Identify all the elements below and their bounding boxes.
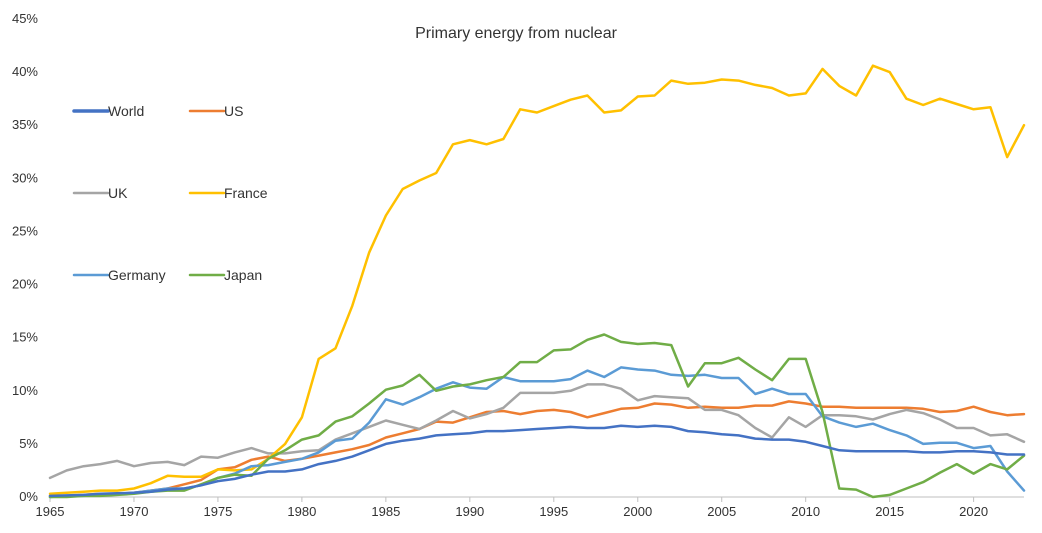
y-tick-label: 35% — [12, 117, 38, 132]
x-tick-label: 1990 — [455, 504, 484, 519]
legend-label-uk: UK — [108, 185, 128, 201]
x-tick-label: 1985 — [371, 504, 400, 519]
chart-title: Primary energy from nuclear — [415, 25, 618, 42]
y-tick-label: 25% — [12, 223, 38, 238]
y-axis: 0% 5% 10% 15% 20% 25% 30% 35% 40% 45% — [12, 11, 38, 504]
x-tick-label: 1965 — [36, 504, 65, 519]
x-tick-label: 1995 — [539, 504, 568, 519]
x-tick-label: 1970 — [120, 504, 149, 519]
y-tick-label: 0% — [19, 489, 38, 504]
x-axis: 1965 1970 1975 1980 1985 1990 1995 2000 2005 2010… — [36, 496, 1024, 519]
series-line-japan — [48, 333, 1026, 499]
y-tick-label: 30% — [12, 170, 38, 185]
y-tick-label: 5% — [19, 436, 38, 451]
x-tick-label: 2015 — [875, 504, 904, 519]
series-line-us — [48, 400, 1026, 498]
series-lines — [48, 64, 1026, 499]
series-line-world — [48, 424, 1026, 498]
series-line-france — [48, 64, 1026, 496]
y-tick-label: 40% — [12, 64, 38, 79]
series-line-uk — [48, 383, 1026, 480]
x-tick-label: 2005 — [707, 504, 736, 519]
legend: World US UK France Germany Japan — [72, 103, 268, 283]
legend-label-japan: Japan — [224, 267, 262, 283]
y-tick-label: 20% — [12, 277, 38, 292]
legend-label-world: World — [108, 103, 144, 119]
legend-label-us: US — [224, 103, 243, 119]
x-tick-label: 2020 — [959, 504, 988, 519]
x-tick-label: 1980 — [287, 504, 316, 519]
x-tick-label: 1975 — [203, 504, 232, 519]
y-tick-label: 10% — [12, 383, 38, 398]
legend-label-germany: Germany — [108, 267, 166, 283]
y-tick-label: 15% — [12, 330, 38, 345]
legend-label-france: France — [224, 185, 268, 201]
y-tick-label: 45% — [12, 11, 38, 26]
x-tick-label: 2000 — [623, 504, 652, 519]
x-tick-label: 2010 — [791, 504, 820, 519]
